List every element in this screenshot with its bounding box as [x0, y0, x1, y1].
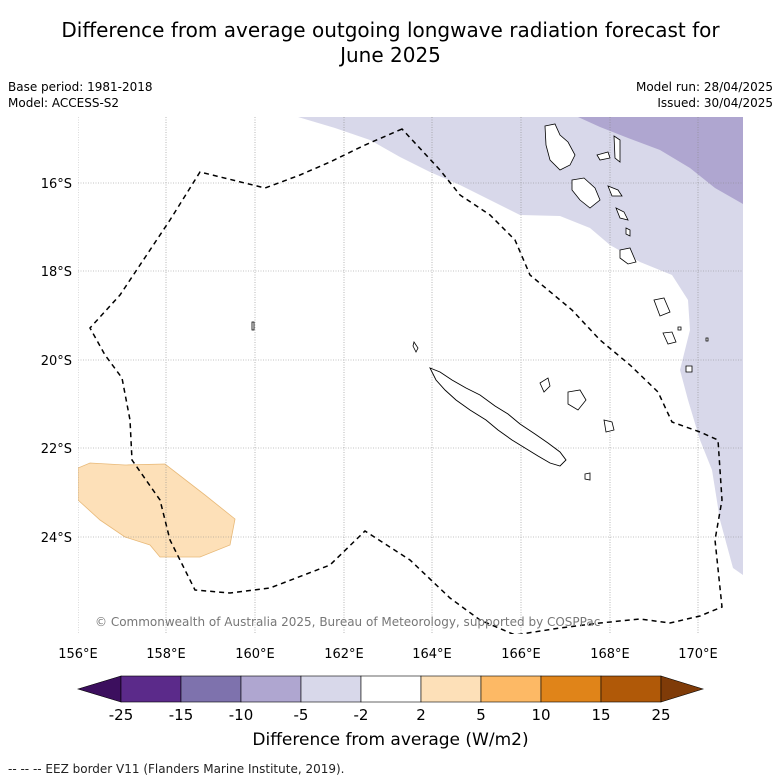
colorbar-tick-label: 5	[476, 706, 486, 724]
colorbar-segment-8	[540, 675, 602, 703]
meta-right: Model run: 28/04/2025 Issued: 30/04/2025	[636, 79, 773, 111]
map-area: © Commonwealth of Australia 2025, Bureau…	[78, 117, 743, 634]
lon-label-170e: 170°E	[678, 647, 718, 662]
chart-title: Difference from average outgoing longwav…	[0, 18, 781, 68]
colorbar-tick-label: -5	[294, 706, 309, 724]
colorbar-tick-label: -15	[169, 706, 194, 724]
copyright-notice: © Commonwealth of Australia 2025, Bureau…	[95, 615, 600, 629]
colorbar-tick-label: -2	[354, 706, 369, 724]
colorbar-segment-3	[240, 675, 302, 703]
lon-label-158e: 158°E	[146, 647, 186, 662]
model-run: Model run: 28/04/2025	[635, 80, 773, 94]
lon-label-160e: 160°E	[235, 647, 275, 662]
colorbar-tick-label: 2	[416, 706, 426, 724]
model-name: Model: ACCESS-S2	[8, 96, 120, 110]
graticule	[78, 117, 743, 634]
colorbar-tick-label: -10	[229, 706, 254, 724]
lon-label-156e: 156°E	[58, 647, 98, 662]
colorbar-segment-9	[600, 675, 662, 703]
title-line-1: Difference from average outgoing longwav…	[61, 18, 720, 42]
vanuatu-islands	[544, 123, 709, 373]
lon-label-166e: 166°E	[501, 647, 541, 662]
eez-footnote: -- -- -- EEZ border V11 (Flanders Marine…	[8, 762, 345, 776]
colorbar-segment-4	[300, 675, 362, 703]
lon-label-164e: 164°E	[412, 647, 452, 662]
colorbar-segment-5	[360, 675, 422, 703]
new-caledonia-island	[429, 367, 567, 467]
anomaly-region-purple	[578, 117, 743, 204]
lat-label-24s: 24°S	[41, 531, 72, 546]
meta-left: Base period: 1981-2018 Model: ACCESS-S2	[8, 79, 153, 111]
colorbar-segment-2	[180, 675, 242, 703]
colorbar-max-arrow	[660, 675, 705, 703]
base-period: Base period: 1981-2018	[8, 80, 153, 94]
title-line-2: June 2025	[340, 43, 441, 67]
colorbar-min-arrow	[76, 675, 122, 703]
lat-label-20s: 20°S	[41, 354, 72, 369]
colorbar-segment-7	[480, 675, 542, 703]
lat-label-22s: 22°S	[41, 442, 72, 457]
anomaly-region-orange	[78, 462, 236, 558]
colorbar-label: Difference from average (W/m2)	[252, 730, 529, 750]
lon-label-168e: 168°E	[590, 647, 630, 662]
colorbar: -25 -15 -10 -5 -2 2 5 10 15 25	[76, 675, 705, 724]
longitude-labels: 156°E 158°E 160°E 162°E 164°E 166°E 168°…	[58, 647, 718, 662]
issued-date: Issued: 30/04/2025	[657, 96, 773, 110]
lat-label-16s: 16°S	[41, 177, 72, 192]
lon-label-162e: 162°E	[324, 647, 364, 662]
colorbar-tick-label: -25	[109, 706, 134, 724]
eez-border	[89, 128, 723, 634]
latitude-labels: 16°S 18°S 20°S 22°S 24°S	[41, 177, 72, 546]
colorbar-tick-label: 25	[651, 706, 670, 724]
loyalty-islands	[251, 321, 615, 481]
colorbar-segment-1	[120, 675, 182, 703]
anomaly-region-light-purple	[298, 117, 743, 575]
colorbar-tick-label: 15	[591, 706, 610, 724]
colorbar-tick-label: 10	[531, 706, 550, 724]
colorbar-segment-6	[420, 675, 482, 703]
lat-label-18s: 18°S	[41, 265, 72, 280]
